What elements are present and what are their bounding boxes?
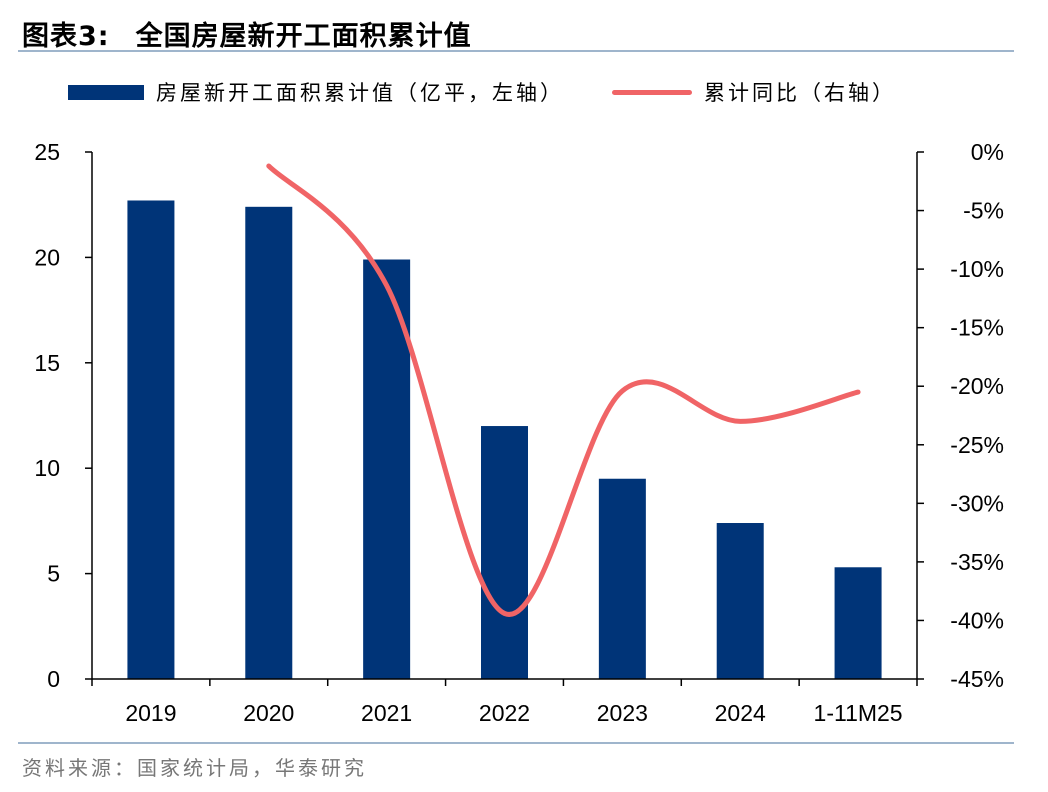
legend-bar-swatch	[68, 84, 144, 100]
bar-2019	[127, 200, 175, 679]
y-left-tick-label: 15	[34, 350, 60, 376]
chart-title: 图表3: 全国房屋新开工面积累计值	[22, 14, 472, 53]
y-left-tick-label: 0	[47, 666, 60, 692]
bottom-rule	[18, 742, 1014, 744]
source-note: 资料来源：国家统计局，华泰研究	[22, 756, 367, 780]
y-left-tick-label: 20	[34, 244, 60, 270]
x-tick-label: 1-11M25	[814, 700, 903, 726]
y-right-tick-label: -30%	[950, 490, 1004, 516]
x-tick-label: 2019	[125, 700, 176, 726]
y-left-tick-label: 25	[34, 139, 60, 165]
bar-2020	[245, 206, 293, 680]
figure-title: 全国房屋新开工面积累计值	[135, 21, 472, 52]
y-right-tick-label: -20%	[950, 373, 1004, 399]
y-right-tick-label: -15%	[950, 315, 1004, 341]
y-right-tick-label: -40%	[950, 607, 1004, 633]
y-right-tick-label: -10%	[950, 256, 1004, 282]
legend-line-label: 累计同比（右轴）	[704, 81, 896, 105]
bar-2024	[716, 523, 764, 679]
legend: 房屋新开工面积累计值（亿平，左轴） 累计同比（右轴）	[68, 76, 896, 108]
top-rule	[18, 50, 1014, 52]
y-right-tick-label: -35%	[950, 549, 1004, 575]
y-right-tick-label: -5%	[963, 198, 1004, 224]
bar-2022	[481, 426, 528, 679]
figure-label: 图表3:	[22, 21, 110, 52]
bar-1-11M25	[834, 567, 882, 679]
y-right-tick-label: -45%	[950, 666, 1004, 692]
legend-bar-label: 房屋新开工面积累计值（亿平，左轴）	[156, 81, 564, 105]
x-tick-label: 2022	[479, 700, 530, 726]
bar-2023	[598, 478, 646, 679]
x-tick-label: 2023	[597, 700, 648, 726]
legend-line-swatch	[612, 89, 692, 95]
x-tick-label: 2024	[715, 700, 766, 726]
y-left-tick-label: 10	[34, 455, 60, 481]
yoy-line	[266, 163, 861, 617]
x-tick-label: 2021	[361, 700, 412, 726]
y-right-tick-label: -25%	[950, 432, 1004, 458]
y-right-tick-label: 0%	[971, 139, 1004, 165]
x-tick-label: 2020	[243, 700, 294, 726]
y-left-tick-label: 5	[47, 561, 60, 587]
